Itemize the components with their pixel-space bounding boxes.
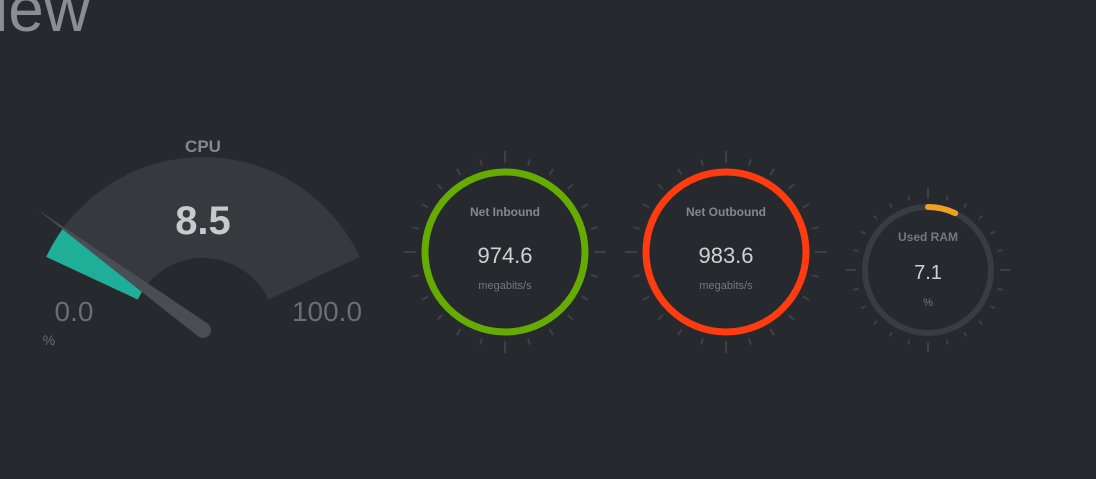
net-outbound-value: 983.6 [698,243,753,268]
tick-mark [456,168,462,176]
tick-mark [412,274,420,278]
tick-mark [989,305,996,310]
tick-mark [700,159,704,167]
cpu-gauge-track [46,157,360,300]
tick-mark [581,203,589,209]
tick-mark [853,287,859,291]
cpu-gauge-fill [46,228,145,300]
tick-mark [997,287,1003,291]
tick-mark [888,331,893,338]
net-inbound-ticks [404,151,606,353]
net-outbound-label: Net Outbound [686,205,766,219]
tick-mark [436,314,443,321]
tick-mark [567,183,574,190]
tick-mark [677,168,683,176]
tick-mark [860,305,867,310]
tick-mark [788,314,795,321]
tick-mark [657,183,664,190]
tick-mark [860,230,867,235]
tick-mark [748,159,752,167]
net-outbound-ring [642,168,810,336]
tick-mark [642,295,650,301]
net-outbound-gauge: Net Outbound 983.6 megabits/s [625,151,827,353]
tick-mark [633,226,641,230]
tick-mark [748,337,752,345]
ram-value: 7.1 [914,262,942,284]
cpu-label: CPU [185,137,221,156]
tick-mark [456,328,462,336]
cpu-unit: % [43,332,55,348]
ram-label: Used RAM [898,230,958,244]
tick-mark [567,314,574,321]
tick-mark [581,295,589,301]
tick-mark [963,202,968,209]
ram-unit: % [923,297,933,309]
net-inbound-label: Net Inbound [470,205,540,219]
tick-mark [412,226,420,230]
tick-mark [945,195,949,201]
net-outbound-ticks [625,151,827,353]
tick-mark [479,159,483,167]
tick-mark [802,295,810,301]
tick-mark [421,295,429,301]
cpu-max: 100.0 [292,296,362,327]
tick-mark [888,202,893,209]
tick-mark [989,230,996,235]
net-inbound-ring [421,168,589,336]
tick-mark [527,337,531,345]
ram-ticks [846,188,1010,352]
tick-mark [590,274,598,278]
tick-mark [802,203,810,209]
tick-mark [436,183,443,190]
cpu-needle [37,209,208,337]
tick-mark [788,183,795,190]
tick-mark [590,226,598,230]
tick-mark [479,337,483,345]
tick-mark [548,168,554,176]
net-inbound-gauge: Net Inbound 974.6 megabits/s [404,151,606,353]
tick-mark [811,226,819,230]
tick-mark [421,203,429,209]
tick-mark [853,249,859,253]
cpu-min: 0.0 [55,296,94,327]
tick-mark [997,249,1003,253]
tick-mark [527,159,531,167]
tick-mark [677,328,683,336]
tick-mark [907,195,911,201]
tick-mark [769,328,775,336]
tick-mark [872,320,878,326]
page-title: iew [0,0,91,45]
net-inbound-unit: megabits/s [478,280,532,292]
cpu-gauge: CPU 8.5 0.0 100.0 % [37,137,362,348]
tick-mark [963,331,968,338]
tick-mark [657,314,664,321]
tick-mark [811,274,819,278]
tick-mark [769,168,775,176]
tick-mark [907,339,911,345]
tick-mark [945,339,949,345]
tick-mark [633,274,641,278]
tick-mark [978,214,984,220]
tick-mark [978,320,984,326]
tick-mark [700,337,704,345]
tick-mark [872,214,878,220]
ram-fill-arc [925,204,959,217]
cpu-value: 8.5 [175,199,231,243]
net-outbound-unit: megabits/s [699,280,753,292]
ram-gauge: Used RAM 7.1 % [846,188,1010,352]
tick-mark [548,328,554,336]
cpu-needle-hub [195,322,211,338]
tick-mark [642,203,650,209]
net-inbound-value: 974.6 [477,243,532,268]
